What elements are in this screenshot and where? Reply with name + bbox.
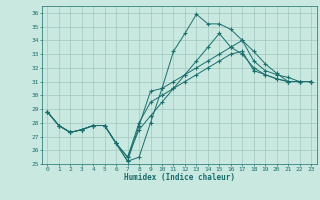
X-axis label: Humidex (Indice chaleur): Humidex (Indice chaleur) — [124, 173, 235, 182]
